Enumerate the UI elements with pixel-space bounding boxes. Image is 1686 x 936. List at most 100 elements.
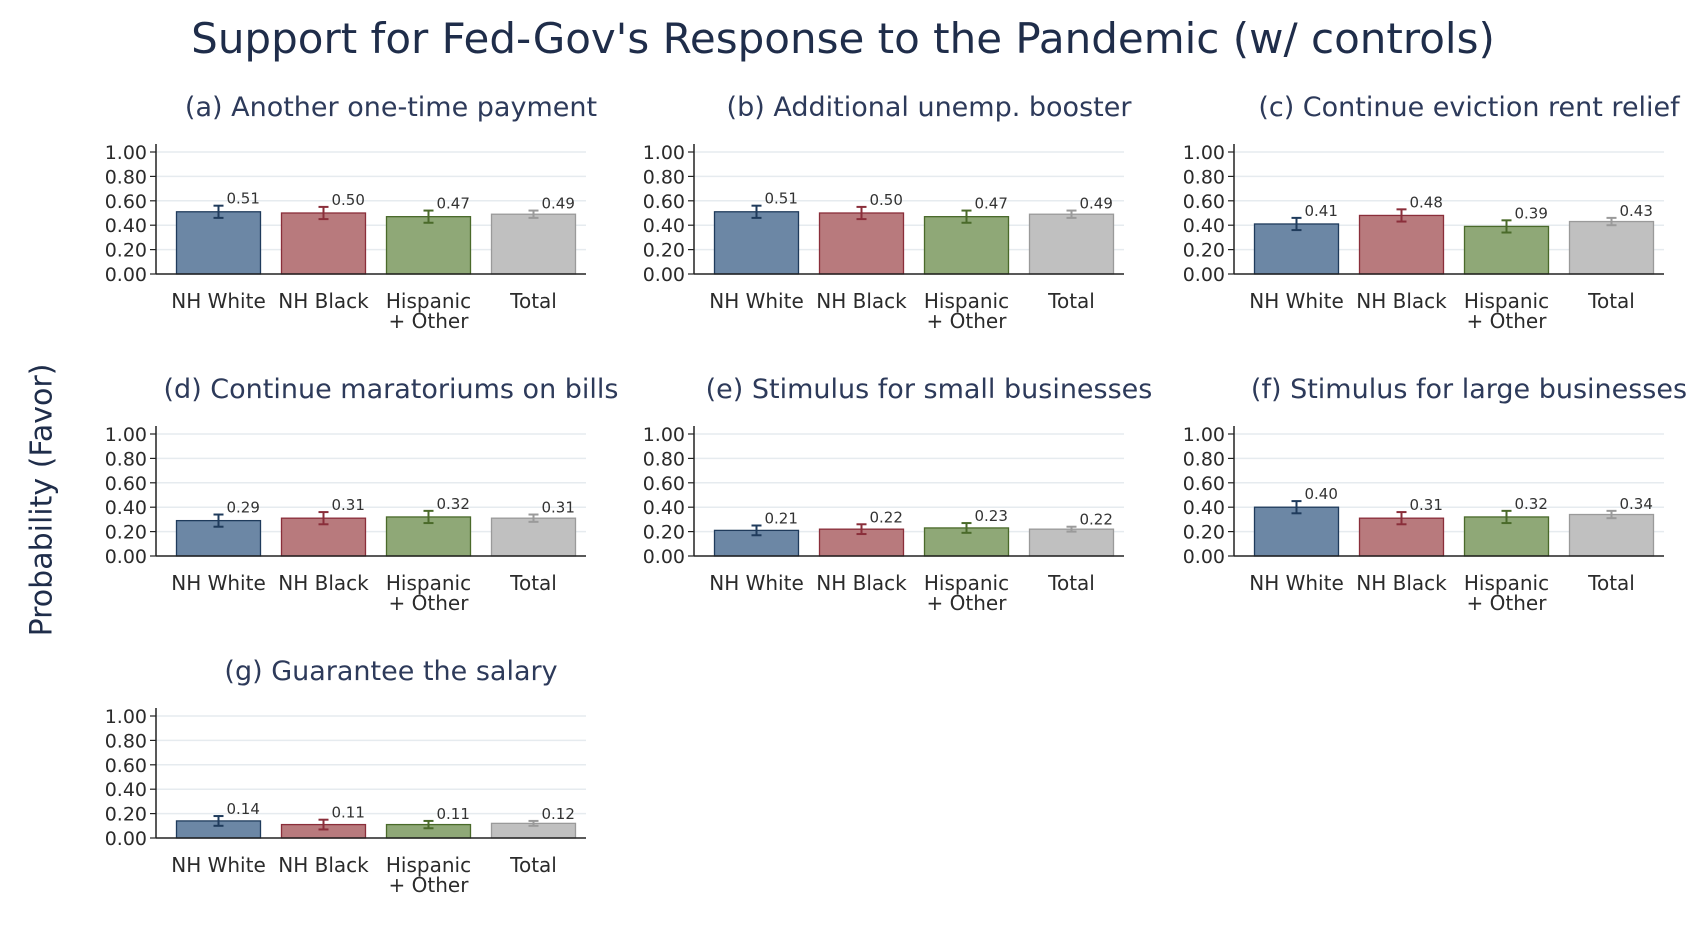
data-label: 0.40	[1305, 485, 1338, 503]
error-bar	[856, 205, 867, 221]
y-tick-label: 0.00	[105, 264, 147, 286]
data-label: 0.48	[1410, 193, 1443, 211]
y-tick-label: 1.00	[105, 142, 147, 164]
x-tick-label: NH Black	[816, 571, 907, 595]
bar-total	[1028, 528, 1115, 557]
data-label: 0.50	[870, 191, 903, 209]
y-tick-label: 0.60	[1183, 191, 1225, 213]
y-tick-label: 0.60	[105, 191, 147, 213]
y-tick-label: 1.00	[643, 424, 685, 446]
bar-hispanic-other	[923, 216, 1010, 275]
data-label: 0.21	[765, 510, 798, 528]
y-tick-label: 0.20	[643, 522, 685, 544]
panel-g: (g) Guarantee the salary 0.000.20 0.400.60…	[105, 656, 586, 897]
error-bar	[961, 209, 972, 224]
error-bar	[961, 522, 972, 534]
bar-nh-white	[1253, 223, 1340, 275]
x-tick-label: NH White	[709, 289, 804, 313]
panel-b: (b) Additional unemp. booster 0.000.20 0.4…	[643, 92, 1133, 333]
panel-title: (g) Guarantee the salary	[224, 656, 557, 687]
y-tick-label: 0.60	[105, 473, 147, 495]
data-label: 0.31	[1410, 496, 1443, 514]
data-label: 0.23	[975, 507, 1008, 525]
y-tick-label: 0.20	[1183, 240, 1225, 262]
y-tick-label: 0.00	[105, 828, 147, 850]
data-label: 0.51	[227, 190, 260, 208]
error-bar	[1501, 219, 1512, 234]
y-tick-label: 0.60	[105, 755, 147, 777]
data-label: 0.11	[437, 805, 470, 823]
x-tick-label: NH Black	[278, 571, 369, 595]
y-tick-label: 0.00	[1183, 264, 1225, 286]
x-tick-label: Total	[1047, 289, 1095, 313]
x-tick-label: NH Black	[1356, 571, 1447, 595]
bar-nh-white	[1253, 506, 1340, 557]
x-tick-label: + Other	[389, 873, 470, 897]
y-tick-label: 0.20	[1183, 522, 1225, 544]
data-label: 0.11	[332, 804, 365, 822]
x-tick-label: NH Black	[1356, 289, 1447, 313]
error-bar	[213, 815, 224, 827]
bar-nh-black	[1358, 214, 1445, 275]
x-tick-label: + Other	[1467, 309, 1548, 333]
panel-title: (b) Additional unemp. booster	[727, 92, 1133, 123]
x-tick-label: NH White	[171, 571, 266, 595]
data-label: 0.22	[870, 508, 903, 526]
error-bar	[1291, 216, 1302, 232]
y-tick-label: 0.80	[643, 166, 685, 188]
error-bar	[1066, 209, 1077, 219]
data-label: 0.47	[975, 195, 1008, 213]
panel-d: (d) Continue maratoriums on bills0.000.2…	[105, 374, 619, 615]
bar-total	[1568, 220, 1655, 275]
y-tick-label: 0.00	[105, 546, 147, 568]
data-label: 0.12	[542, 805, 575, 823]
error-bar	[528, 513, 539, 523]
error-bar	[423, 819, 434, 830]
y-tick-label: 0.80	[643, 448, 685, 470]
data-label: 0.41	[1305, 202, 1338, 220]
panel-f: (f) Stimulus for large businesses 0.000.2…	[1183, 374, 1686, 615]
bar-nh-white	[175, 211, 262, 275]
x-tick-label: NH White	[1249, 289, 1344, 313]
x-tick-label: Hispanic	[924, 289, 1009, 313]
data-label: 0.22	[1080, 511, 1113, 529]
x-tick-label: + Other	[389, 591, 470, 615]
y-tick-label: 0.40	[105, 497, 147, 519]
y-tick-label: 0.20	[105, 522, 147, 544]
bar-hispanic-other	[385, 216, 472, 275]
error-bar	[318, 205, 329, 221]
error-bar	[1396, 208, 1407, 223]
data-label: 0.14	[227, 800, 260, 818]
x-tick-label: + Other	[927, 309, 1008, 333]
x-tick-label: Hispanic	[386, 571, 471, 595]
data-label: 0.47	[437, 195, 470, 213]
panel-title: (d) Continue maratoriums on bills	[164, 374, 619, 405]
x-tick-label: Total	[1587, 289, 1635, 313]
data-label: 0.32	[437, 495, 470, 513]
panel-a: (a) Another one-time payment 0.000.20 0.40…	[105, 92, 597, 333]
error-bar	[423, 209, 434, 224]
y-tick-label: 0.40	[1183, 215, 1225, 237]
error-bar	[1606, 509, 1617, 520]
panel-e: (e) Stimulus for small businesses0.000.2…	[643, 374, 1153, 615]
data-label: 0.49	[1080, 195, 1113, 213]
y-tick-label: 1.00	[105, 706, 147, 728]
x-tick-label: NH White	[1249, 571, 1344, 595]
y-tick-label: 0.40	[105, 215, 147, 237]
x-tick-label: Hispanic	[924, 571, 1009, 595]
y-tick-label: 0.20	[105, 240, 147, 262]
x-tick-label: NH White	[171, 853, 266, 877]
bar-hispanic-other	[1463, 225, 1550, 275]
bar-nh-white	[713, 211, 800, 275]
y-tick-label: 0.40	[1183, 497, 1225, 519]
x-tick-label: NH Black	[278, 853, 369, 877]
y-tick-label: 0.40	[643, 215, 685, 237]
x-tick-label: Total	[509, 571, 557, 595]
y-tick-label: 0.60	[643, 191, 685, 213]
data-label: 0.43	[1620, 202, 1653, 220]
x-tick-label: NH Black	[278, 289, 369, 313]
y-tick-label: 0.40	[643, 497, 685, 519]
data-label: 0.29	[227, 499, 260, 517]
y-tick-label: 0.80	[105, 166, 147, 188]
data-label: 0.31	[332, 496, 365, 514]
